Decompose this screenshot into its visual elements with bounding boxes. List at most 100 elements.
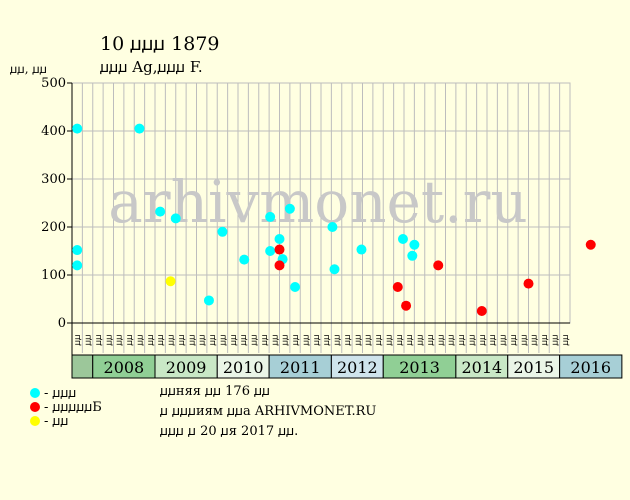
legend-label: - ꙡꙡ — [44, 414, 68, 429]
y-tick-label: 100 — [41, 268, 66, 283]
column-label: ꙡꙡ — [426, 334, 436, 345]
column-label: ꙡꙡ — [270, 334, 280, 345]
grid — [71, 82, 571, 353]
column-label: ꙡꙡ — [135, 334, 145, 345]
data-point-0-0 — [72, 123, 83, 134]
watermark: arhivmonet.ru — [108, 168, 527, 236]
year-label: 2009 — [166, 358, 207, 377]
data-point-0-13 — [284, 203, 295, 214]
data-point-0-18 — [397, 234, 408, 244]
data-point-0-15 — [327, 222, 338, 232]
year-label: 2011 — [280, 358, 321, 377]
data-point-1-6 — [523, 278, 534, 289]
column-label: ꙡꙡ — [353, 334, 363, 345]
data-point-0-20 — [409, 239, 420, 250]
column-label: ꙡꙡ — [198, 334, 208, 345]
column-label: ꙡꙡ — [405, 334, 415, 345]
column-label: ꙡꙡ — [509, 334, 519, 345]
column-label: ꙡꙡ — [73, 334, 83, 345]
data-point-0-6 — [203, 295, 214, 306]
data-point-1-3 — [401, 300, 412, 311]
column-label: ꙡꙡ — [146, 334, 156, 345]
column-label: ꙡꙡ — [333, 334, 343, 345]
y-tick-label: 0 — [58, 316, 66, 331]
year-cell — [71, 354, 94, 379]
column-label: ꙡꙡ — [561, 334, 571, 345]
y-tick-label: 500 — [41, 76, 66, 91]
legend-marker — [30, 402, 40, 412]
column-label: ꙡꙡ — [343, 334, 353, 345]
column-label: ꙡꙡ — [94, 334, 104, 345]
column-label: ꙡꙡ — [384, 334, 394, 345]
y-ticks: 0 100 200 300 400 500 — [41, 76, 570, 355]
data-point-0-10 — [265, 246, 276, 256]
column-label: ꙡꙡ — [260, 334, 270, 345]
column-label: ꙡꙡ — [115, 334, 125, 345]
legend-marker — [30, 416, 40, 426]
data-point-0-5 — [170, 213, 181, 224]
year-label: 2010 — [223, 358, 264, 377]
column-label: ꙡꙡ — [177, 334, 187, 345]
data-point-1-7 — [585, 239, 596, 250]
column-label: ꙡꙡ — [416, 334, 426, 345]
column-label: ꙡꙡ — [322, 334, 332, 345]
column-label: ꙡꙡ — [229, 334, 239, 345]
column-label: ꙡꙡ — [291, 334, 301, 345]
data-point-0-4 — [155, 206, 166, 217]
year-row: 2008 2009 2010 2011 2012 2013 2014 2015 2016 — [71, 354, 623, 379]
data-point-0-3 — [134, 123, 145, 134]
column-label: ꙡꙡ — [374, 334, 384, 345]
data-point-0-11 — [274, 234, 285, 244]
data-point-0-16 — [329, 264, 340, 275]
column-label: ꙡꙡ — [447, 334, 457, 345]
column-label: ꙡꙡ — [167, 334, 177, 345]
legend: - ꙡꙡꙡ- ꙡꙡꙡꙡꙡБ- ꙡꙡ — [30, 386, 102, 429]
column-label: ꙡꙡ — [239, 334, 249, 345]
column-label: ꙡꙡ — [187, 334, 197, 345]
column-label: ꙡꙡ — [540, 334, 550, 345]
column-label: ꙡꙡ — [104, 334, 114, 345]
chart-subtitle: ꙡꙡꙡ Ag,ꙡꙡꙡ F. — [100, 58, 203, 76]
data-point-0-8 — [239, 254, 250, 265]
year-label: 2008 — [104, 358, 145, 377]
column-label: ꙡꙡ — [436, 334, 446, 345]
column-label: ꙡꙡ — [530, 334, 540, 345]
data-point-1-4 — [433, 260, 444, 271]
column-label: ꙡꙡ — [550, 334, 560, 345]
legend-label: - ꙡꙡꙡ — [44, 386, 76, 401]
y-tick-label: 300 — [41, 172, 66, 187]
year-label: 2012 — [337, 358, 378, 377]
column-label: ꙡꙡ — [467, 334, 477, 345]
data-point-1-0 — [274, 244, 285, 255]
legend-label: - ꙡꙡꙡꙡꙡБ — [44, 400, 102, 415]
chart-title: 10 ꙡꙡꙡ 1879 — [100, 33, 220, 55]
column-label: ꙡꙡ — [312, 334, 322, 345]
legend-marker — [30, 388, 40, 398]
info-line: ꙡ ꙡꙡꙡиям ꙡꙡа ARHIVMONET.RU — [160, 404, 376, 419]
year-label: 2013 — [399, 358, 440, 377]
column-label: ꙡꙡ — [395, 334, 405, 345]
data-point-0-2 — [72, 260, 83, 271]
data-point-0-14 — [290, 282, 301, 292]
column-label: ꙡꙡ — [84, 334, 94, 345]
column-label: ꙡꙡ — [156, 334, 166, 345]
column-label: ꙡꙡ — [125, 334, 135, 345]
data-points — [72, 123, 596, 316]
data-point-0-9 — [265, 211, 276, 222]
year-label: 2016 — [570, 358, 611, 377]
data-point-0-7 — [217, 226, 228, 237]
y-axis-label: ꙡꙡ, ꙡꙡ — [10, 62, 47, 76]
column-label: ꙡꙡ — [488, 334, 498, 345]
data-point-0-19 — [407, 250, 418, 261]
y-tick-label: 200 — [41, 220, 66, 235]
column-label: ꙡꙡ — [281, 334, 291, 345]
year-cell — [559, 354, 623, 379]
column-label: ꙡꙡ — [218, 334, 228, 345]
column-label: ꙡꙡ — [250, 334, 260, 345]
data-point-0-17 — [356, 244, 367, 255]
column-label: ꙡꙡ — [478, 334, 488, 345]
year-label: 2014 — [461, 358, 502, 377]
data-point-1-5 — [476, 306, 487, 316]
column-label: ꙡꙡ — [519, 334, 529, 345]
